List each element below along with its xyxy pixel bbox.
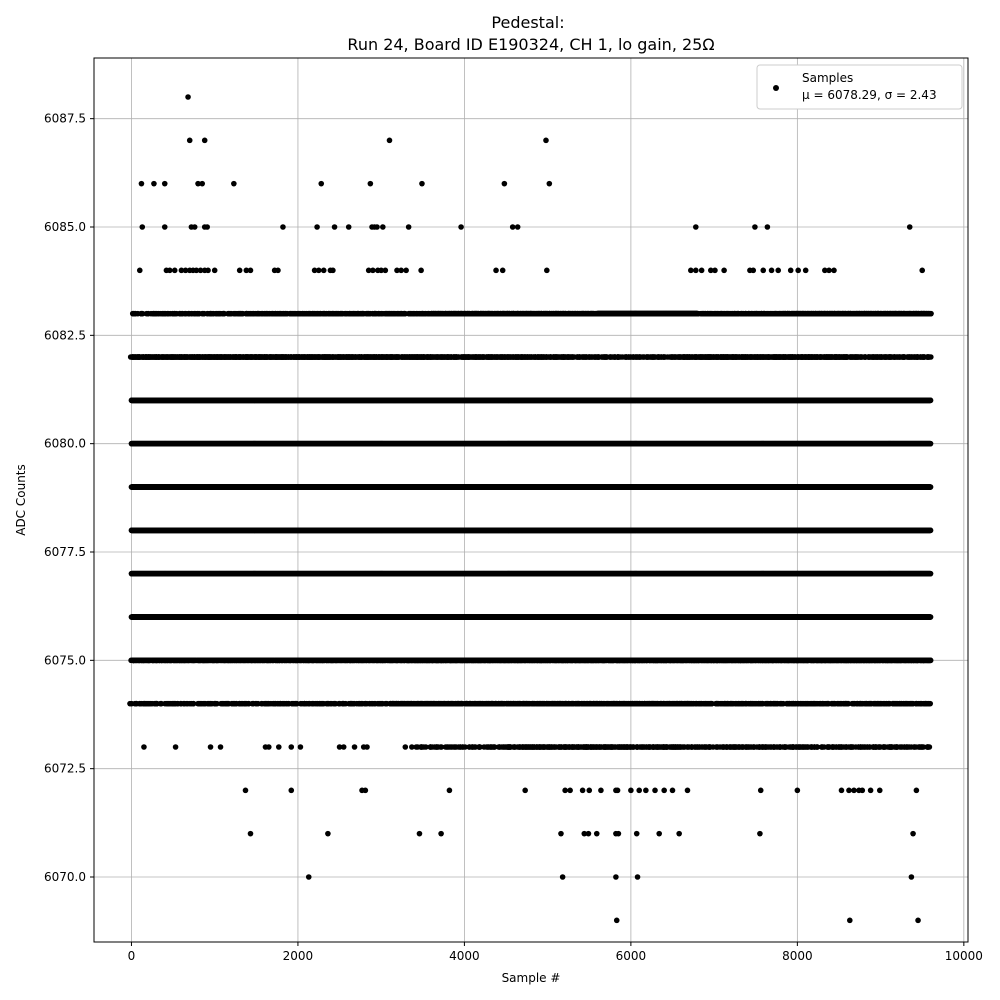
data-point [139, 310, 146, 317]
data-point [221, 310, 227, 317]
data-points [127, 94, 934, 924]
data-point [226, 310, 232, 317]
chart-title: Pedestal: [491, 13, 564, 32]
data-point [167, 310, 173, 317]
data-point [132, 310, 139, 317]
data-point [199, 310, 206, 317]
chart-subtitle: Run 24, Board ID E190324, CH 1, lo gain,… [347, 35, 714, 54]
data-point [172, 310, 178, 317]
data-point [928, 310, 934, 317]
data-point [928, 354, 934, 360]
data-point [194, 310, 201, 317]
